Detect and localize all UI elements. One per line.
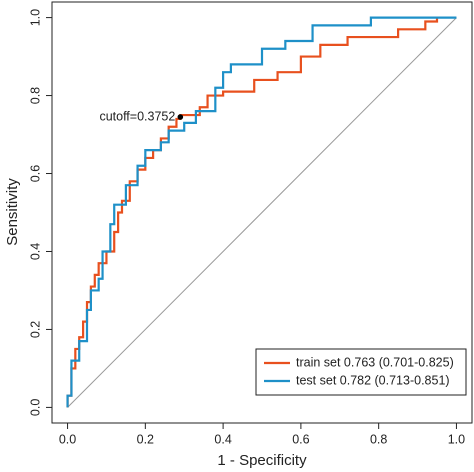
reference-diagonal (67, 17, 457, 408)
legend-label: test set 0.782 (0.713-0.851) (296, 373, 450, 387)
y-tick-label: 0.8 (28, 87, 42, 104)
x-tick-label: 0.4 (214, 432, 231, 446)
y-tick-label: 0.2 (28, 321, 42, 338)
y-tick-label: 0.6 (28, 165, 42, 182)
legend-box (255, 348, 467, 396)
annotation-text: cutoff=0.3752 (99, 109, 175, 123)
x-tick-label: 0.2 (137, 432, 154, 446)
x-tick-label: 0.8 (370, 432, 387, 446)
legend-label: train set 0.763 (0.701-0.825) (296, 355, 454, 369)
x-tick-label: 0.6 (292, 432, 309, 446)
x-tick-label: 1.0 (448, 432, 465, 446)
x-tick-label: 0.0 (59, 432, 76, 446)
x-axis-title: 1 - Specificity (217, 452, 307, 469)
y-axis-title: Sensitivity (4, 178, 21, 246)
y-tick-label: 0.4 (28, 243, 42, 260)
cutoff-point (177, 114, 184, 120)
roc-curve (66, 16, 457, 408)
y-tick-label: 0.0 (28, 399, 42, 416)
y-tick-label: 1.0 (28, 9, 42, 26)
legend: train set 0.763 (0.701-0.825) test set 0.… (255, 348, 467, 396)
